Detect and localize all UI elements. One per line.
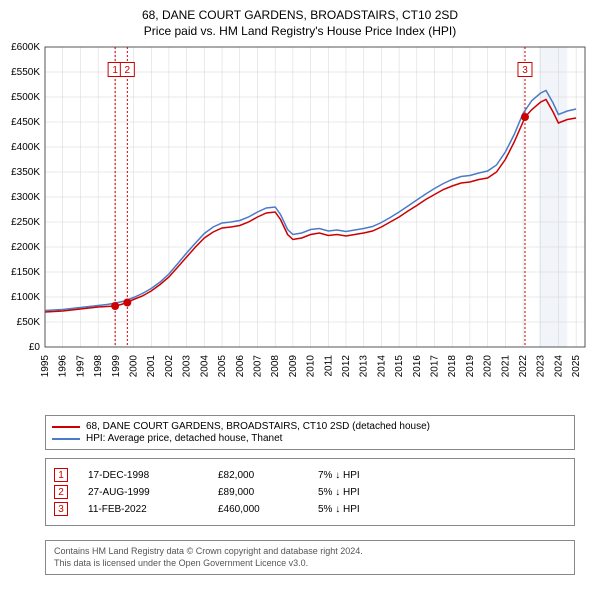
x-tick-label: 2012	[341, 355, 352, 378]
table-price: £89,000	[218, 487, 318, 498]
x-tick-label: 2001	[146, 355, 157, 378]
marker-box-num: 3	[522, 65, 528, 76]
x-tick-label: 2003	[182, 355, 193, 378]
footer-box: Contains HM Land Registry data © Crown c…	[45, 540, 575, 575]
y-tick-label: £150K	[11, 267, 40, 278]
y-tick-label: £250K	[11, 217, 40, 228]
y-tick-label: £600K	[11, 42, 40, 53]
x-tick-label: 1996	[58, 355, 69, 378]
x-tick-label: 2020	[483, 355, 494, 378]
y-tick-label: £50K	[17, 317, 41, 328]
x-tick-label: 1997	[75, 355, 86, 378]
table-row: 2 27-AUG-1999£89,0005% ↓ HPI	[54, 485, 566, 499]
legend-swatch	[52, 438, 80, 440]
marker-dot	[111, 302, 119, 310]
marker-dot	[521, 113, 529, 121]
table-row: 3 11-FEB-2022£460,0005% ↓ HPI	[54, 502, 566, 516]
y-tick-label: £0	[29, 342, 41, 353]
chart-container: 68, DANE COURT GARDENS, BROADSTAIRS, CT1…	[0, 0, 600, 590]
x-tick-label: 2022	[518, 355, 529, 378]
table-price: £460,000	[218, 504, 318, 515]
x-tick-label: 2016	[412, 355, 423, 378]
x-tick-label: 2013	[359, 355, 370, 378]
x-tick-label: 1995	[40, 355, 51, 378]
x-tick-label: 2023	[536, 355, 547, 378]
x-tick-label: 2025	[571, 355, 582, 378]
x-tick-label: 2015	[394, 355, 405, 378]
x-tick-label: 2009	[288, 355, 299, 378]
x-tick-label: 2005	[217, 355, 228, 378]
sales-table: 1 17-DEC-1998£82,0007% ↓ HPI 2 27-AUG-1999£…	[45, 458, 575, 526]
y-tick-label: £350K	[11, 167, 40, 178]
y-tick-label: £200K	[11, 242, 40, 253]
table-diff: 5% ↓ HPI	[318, 487, 418, 498]
table-marker: 2	[54, 485, 68, 499]
y-tick-label: £550K	[11, 67, 40, 78]
y-tick-label: £100K	[11, 292, 40, 303]
table-price: £82,000	[218, 470, 318, 481]
y-tick-label: £500K	[11, 92, 40, 103]
footer-line-2: This data is licensed under the Open Gov…	[54, 558, 566, 570]
x-tick-label: 2019	[465, 355, 476, 378]
legend-swatch	[52, 426, 80, 428]
x-tick-label: 2006	[235, 355, 246, 378]
x-tick-label: 2024	[553, 355, 564, 378]
y-tick-label: £450K	[11, 117, 40, 128]
x-tick-label: 2021	[500, 355, 511, 378]
table-date: 27-AUG-1999	[88, 487, 218, 498]
x-tick-label: 2017	[430, 355, 441, 378]
marker-box-num: 1	[112, 65, 118, 76]
x-tick-label: 2018	[447, 355, 458, 378]
x-tick-label: 2010	[306, 355, 317, 378]
table-marker: 1	[54, 468, 68, 482]
table-row: 1 17-DEC-1998£82,0007% ↓ HPI	[54, 468, 566, 482]
table-marker: 3	[54, 502, 68, 516]
x-tick-label: 2002	[164, 355, 175, 378]
title-main: 68, DANE COURT GARDENS, BROADSTAIRS, CT1…	[0, 8, 600, 22]
title-sub: Price paid vs. HM Land Registry's House …	[0, 24, 600, 38]
x-tick-label: 2007	[252, 355, 263, 378]
table-date: 17-DEC-1998	[88, 470, 218, 481]
legend-label: 68, DANE COURT GARDENS, BROADSTAIRS, CT1…	[86, 421, 430, 432]
y-tick-label: £400K	[11, 142, 40, 153]
table-date: 11-FEB-2022	[88, 504, 218, 515]
x-tick-label: 1999	[111, 355, 122, 378]
table-diff: 7% ↓ HPI	[318, 470, 418, 481]
legend-row: HPI: Average price, detached house, Than…	[52, 433, 568, 444]
x-tick-label: 2008	[270, 355, 281, 378]
legend-box: 68, DANE COURT GARDENS, BROADSTAIRS, CT1…	[45, 415, 575, 450]
y-tick-label: £300K	[11, 192, 40, 203]
x-tick-label: 1998	[93, 355, 104, 378]
x-tick-label: 2011	[323, 355, 334, 377]
legend-label: HPI: Average price, detached house, Than…	[86, 433, 282, 444]
table-diff: 5% ↓ HPI	[318, 504, 418, 515]
chart-area: £0 £50K £100K £150K £200K £250K £300K £350K £400…	[0, 42, 600, 407]
legend-row: 68, DANE COURT GARDENS, BROADSTAIRS, CT1…	[52, 421, 568, 432]
x-tick-label: 2000	[129, 355, 140, 378]
x-tick-label: 2014	[376, 355, 387, 378]
marker-dot	[123, 299, 131, 307]
footer-line-1: Contains HM Land Registry data © Crown c…	[54, 546, 566, 558]
chart-svg: £0 £50K £100K £150K £200K £250K £300K £350K £400…	[0, 42, 600, 407]
x-tick-label: 2004	[199, 355, 210, 378]
title-block: 68, DANE COURT GARDENS, BROADSTAIRS, CT1…	[0, 0, 600, 42]
marker-box-num: 2	[125, 65, 131, 76]
